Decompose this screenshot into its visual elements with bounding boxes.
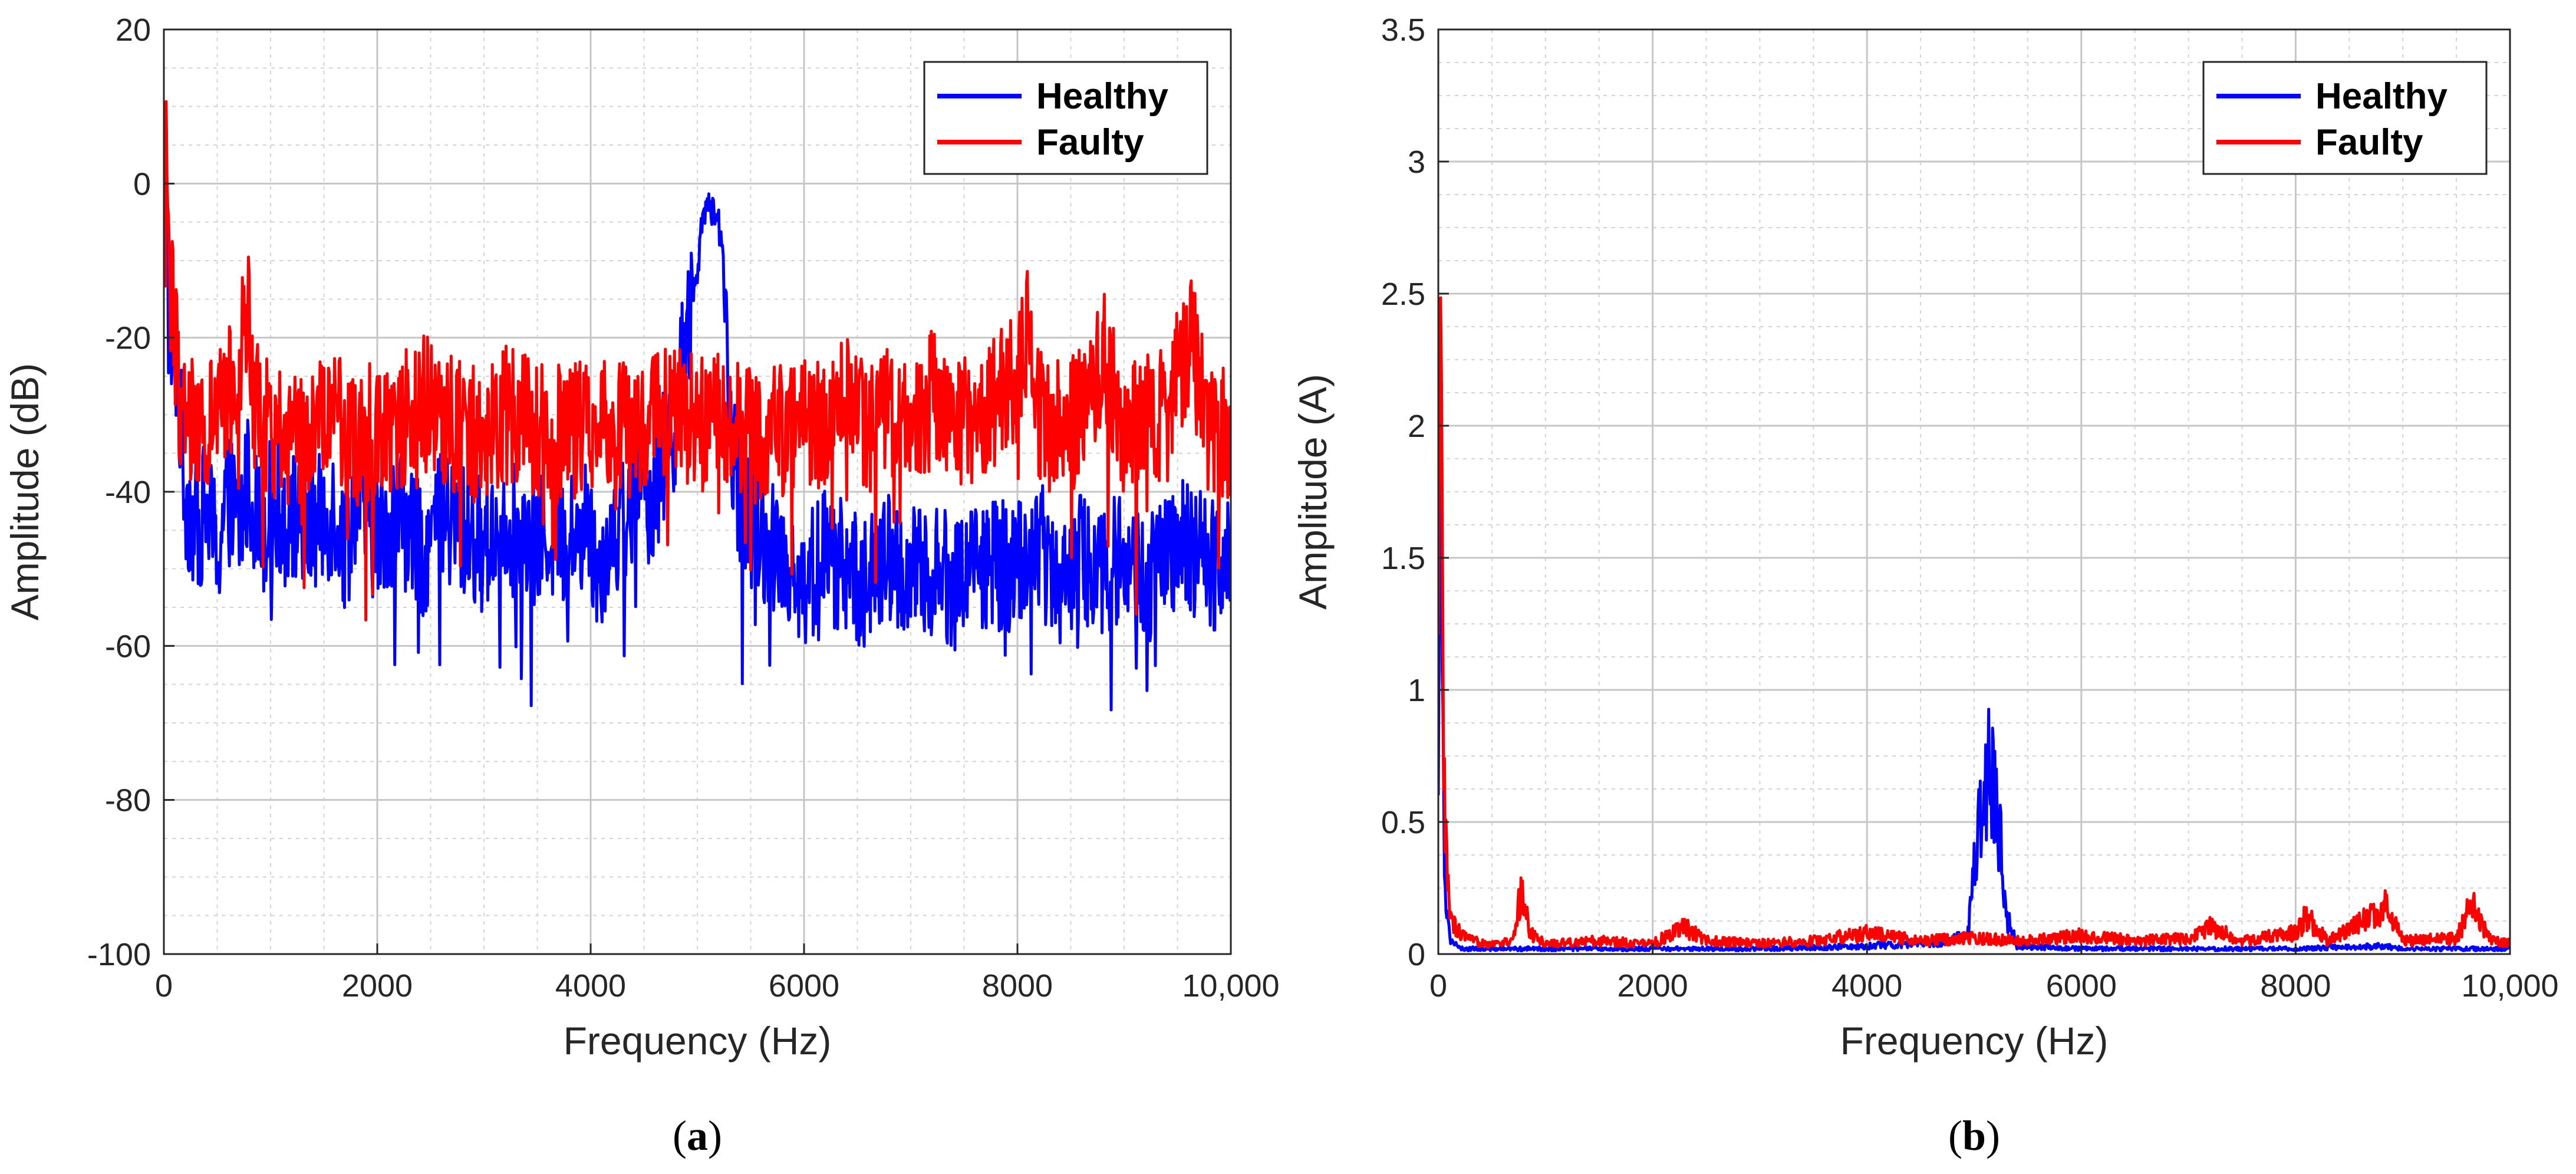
panel-b-xtick-label: 10,000 (2461, 968, 2558, 1004)
panel-b-ytick-label: 0 (1408, 937, 1425, 972)
panel-b-xtick-label: 0 (1429, 968, 1447, 1004)
panel-b-x-axis-label: Frequency (Hz) (1840, 1019, 2109, 1063)
panel-a-caption-letter: a (687, 1112, 708, 1159)
panel-a-xtick-label: 8000 (982, 968, 1053, 1004)
panel-b-caption-close: ) (1986, 1112, 2000, 1159)
panel-b-caption-open: ( (1948, 1112, 1962, 1159)
panel-a-ytick-label: -100 (87, 937, 151, 972)
panel-b-xtick-label: 8000 (2260, 968, 2331, 1004)
panel-a-ytick-label: -60 (105, 629, 151, 664)
panel-b-chart: 0 2000 4000 6000 8000 10,000 0 0.5 1 1.5 2 2.5 3 3.5 F… (1291, 12, 2559, 1159)
panel-b-ytick-label: 1.5 (1381, 541, 1425, 576)
panel-a-ytick-label: -20 (105, 321, 151, 356)
panel-b-xtick-label: 2000 (1618, 968, 1688, 1004)
panel-b-legend-label-healthy: Healthy (2315, 76, 2447, 117)
panel-a-xtick-label: 10,000 (1182, 968, 1279, 1004)
panel-a-chart: 0 2000 4000 6000 8000 10,000 -100 -80 -60 -40 -20 0… (3, 12, 1280, 1159)
panel-b-y-axis-label: Amplitude (A) (1291, 374, 1335, 610)
panel-a-caption-open: ( (673, 1112, 687, 1159)
panel-a-caption-close: ) (708, 1112, 722, 1159)
panel-b-ytick-label: 3 (1408, 144, 1425, 180)
panel-b-xtick-label: 6000 (2046, 968, 2117, 1004)
panel-a-xtick-label: 2000 (342, 968, 413, 1004)
panel-b-caption-letter: b (1962, 1112, 1986, 1159)
panel-a-ytick-label: -40 (105, 475, 151, 510)
panel-a-legend-box (923, 61, 1208, 175)
panel-b-ytick-label: 0.5 (1381, 805, 1425, 840)
panel-a-xtick-label: 6000 (769, 968, 839, 1004)
panel-b-series-healthy-line (1438, 380, 2510, 953)
panel-b-legend-box (2202, 61, 2488, 175)
panel-b-ytick-label: 1 (1408, 673, 1425, 708)
panel-a-legend-label-faulty: Faulty (1036, 122, 1144, 163)
panel-a-legend-label-healthy: Healthy (1036, 76, 1168, 117)
panel-a-ytick-label: 20 (116, 12, 151, 48)
panel-b-legend-label-faulty: Faulty (2315, 122, 2423, 163)
panel-b-caption: (b) (1948, 1112, 2000, 1159)
panel-b-ytick-label: 3.5 (1381, 12, 1425, 48)
panel-a-x-axis-label: Frequency (Hz) (564, 1019, 832, 1063)
panel-b-series-faulty-line (1438, 296, 2510, 949)
panel-b-legend: Healthy Faulty (2202, 61, 2488, 175)
panel-a-legend: Healthy Faulty (923, 61, 1208, 175)
panel-b-xtick-label: 4000 (1831, 968, 1902, 1004)
panel-b-axes-box (1437, 28, 2511, 955)
panel-a-series-healthy-line (164, 116, 1231, 712)
panel-a-xtick-label: 0 (155, 968, 173, 1004)
panel-a-ytick-label: -80 (105, 783, 151, 818)
panel-b-ytick-label: 2.5 (1381, 277, 1425, 312)
panel-a-y-axis-label: Amplitude (dB) (3, 363, 47, 621)
panel-a-xtick-label: 4000 (555, 968, 626, 1004)
panel-b-ytick-label: 2 (1408, 409, 1425, 444)
panel-a-ytick-label: 0 (133, 166, 151, 202)
panel-a-series-faulty-line (164, 100, 1231, 622)
panel-a-caption: (a) (673, 1112, 722, 1159)
